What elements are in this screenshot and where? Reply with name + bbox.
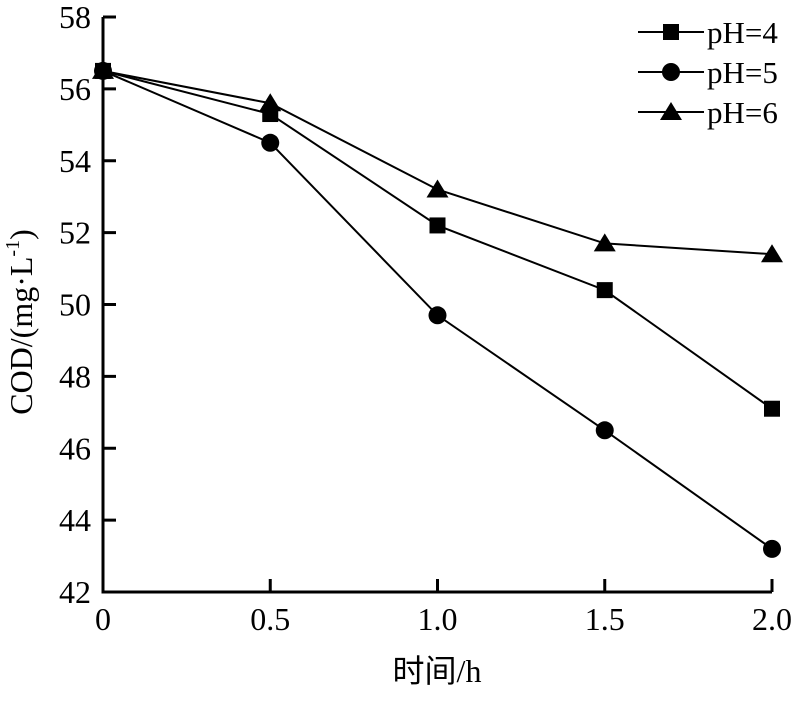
data-point-circle-icon — [428, 306, 447, 325]
data-point-triangle-icon — [593, 233, 616, 252]
y-tick-label: 48 — [59, 358, 91, 394]
legend-circle-marker-icon — [662, 63, 680, 81]
y-axis-title: COD/(mg·L-1) — [2, 229, 39, 415]
legend-label-ph6: pH=6 — [707, 95, 778, 130]
data-point-square-icon — [596, 282, 613, 299]
legend: pH=4 pH=5 pH=6 — [638, 15, 778, 130]
data-point-circle-icon — [595, 421, 614, 440]
y-tick-label: 44 — [59, 502, 91, 538]
axes: 42 44 46 48 50 52 54 56 58 0 0.5 1.0 1.5 2.0 — [59, 0, 792, 637]
y-tick-label: 56 — [59, 71, 91, 107]
y-tick-label: 52 — [59, 215, 91, 251]
data-point-square-icon — [262, 106, 279, 123]
y-axis-title-superscript: -1 — [2, 240, 24, 257]
series-ph5 — [94, 61, 781, 558]
data-point-triangle-icon — [761, 244, 783, 263]
plot-area — [92, 60, 783, 558]
data-point-square-icon — [764, 400, 780, 417]
y-tick-label: 54 — [59, 143, 91, 179]
legend-square-marker-icon — [663, 24, 679, 40]
y-axis-title-close: ) — [3, 229, 39, 240]
y-axis-title-main: COD/(mg·L — [3, 257, 39, 415]
series-line — [102, 69, 773, 410]
legend-entry-ph5: pH=5 — [638, 55, 778, 90]
series-ph4 — [95, 62, 780, 417]
data-point-square-icon — [429, 217, 446, 234]
data-point-circle-icon — [763, 539, 781, 558]
legend-label-ph4: pH=4 — [707, 15, 778, 50]
legend-label-ph5: pH=5 — [707, 55, 778, 90]
y-tick-label: 58 — [59, 0, 91, 35]
y-tick-label: 46 — [59, 430, 91, 466]
data-point-triangle-icon — [426, 179, 449, 198]
legend-triangle-marker-icon — [660, 102, 682, 120]
legend-entry-ph6: pH=6 — [638, 95, 778, 130]
data-point-circle-icon — [261, 133, 280, 152]
x-tick-label: 1.5 — [585, 601, 625, 637]
y-tick-label: 50 — [59, 287, 91, 323]
x-tick-label: 0 — [95, 601, 111, 637]
legend-entry-ph4: pH=4 — [638, 15, 778, 50]
y-tick-label: 42 — [59, 574, 91, 610]
x-tick-label: 1.0 — [418, 601, 458, 637]
x-tick-label: 2.0 — [752, 601, 792, 637]
x-axis-title: 时间/h — [393, 653, 482, 689]
x-tick-label: 0.5 — [250, 601, 290, 637]
